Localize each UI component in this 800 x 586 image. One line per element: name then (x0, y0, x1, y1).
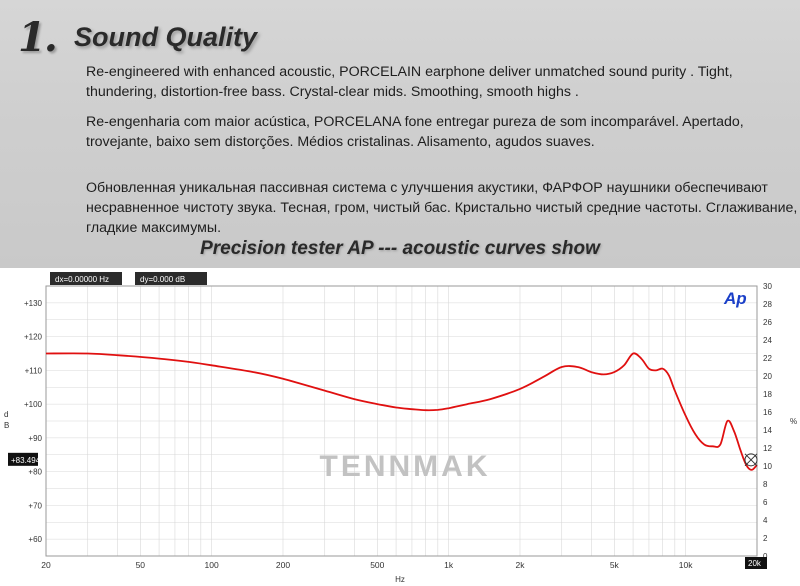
y-tick-label: +90 (28, 434, 42, 443)
y-tick-label: +110 (25, 366, 43, 375)
plot-frame (45, 285, 758, 557)
cursor-y-readout: +83.494 (8, 452, 41, 466)
description-portuguese: Re-engenharia com maior acústica, PORCEL… (86, 114, 744, 150)
y-tick-label: +70 (28, 501, 42, 510)
section-number: 1. (18, 14, 58, 61)
y2-tick-label: 6 (763, 498, 768, 507)
x-tick-label: 2k (516, 560, 526, 570)
x-axis-label: Hz (395, 575, 405, 584)
cursor-x-readout: 20k (745, 557, 767, 569)
y-tick-label: +100 (24, 400, 43, 409)
y2-tick-label: 2 (763, 534, 768, 543)
y2-tick-label: 4 (763, 516, 768, 525)
y2-tick-label: 12 (763, 444, 772, 453)
watermark-text: TENNMAK (320, 450, 491, 483)
x-tick-label: 500 (370, 560, 384, 570)
description-english: Re-engineered with enhanced acoustic, PO… (86, 64, 733, 100)
y2-tick-label: 0 (763, 552, 768, 561)
x-tick-label: 50 (136, 560, 146, 570)
frequency-response-line (45, 352, 758, 471)
series-group (45, 352, 758, 471)
y-tick-label: +120 (24, 333, 43, 342)
y-tick-label: +130 (24, 299, 43, 308)
y-tick-label: +60 (28, 535, 42, 544)
dy-readout: dy=0.000 dB (135, 272, 207, 285)
y-tick-label: +80 (28, 468, 42, 477)
frequency-response-chart: 20501002005001k2k5k10k20k +60+70+80+90+1… (0, 268, 800, 586)
header-panel: 1. Sound Quality Re-engineered with enha… (0, 0, 800, 268)
cursor-y-readout-text: +83.494 (11, 456, 41, 465)
y2-tick-label: 18 (763, 390, 772, 399)
dx-readout: dx=0.00000 Hz (50, 272, 122, 285)
x-tick-label: 100 (205, 560, 219, 570)
grid-lines (45, 285, 758, 557)
cursor-x-readout-text: 20k (748, 559, 762, 568)
x-tick-label: 10k (679, 560, 693, 570)
y-axis-label-part: B (4, 421, 9, 430)
y2-tick-label: 24 (763, 336, 772, 345)
x-tick-label: 20 (41, 560, 51, 570)
cursor-circle (744, 453, 758, 467)
section-title: Sound Quality (74, 22, 258, 52)
y2-tick-label: 26 (763, 318, 772, 327)
chart-caption: Precision tester AP --- acoustic curves … (200, 238, 600, 259)
y2-axis-label: % (790, 417, 797, 426)
y-axis-ticks: +60 +70 +80 +90 +100 +110 +120 +130 (24, 299, 43, 544)
cursor-cross (744, 453, 758, 467)
y2-tick-label: 28 (763, 300, 772, 309)
ap-brand-logo: Ap (723, 289, 747, 308)
x-tick-label: 200 (276, 560, 290, 570)
y2-tick-label: 10 (763, 462, 772, 471)
y2-tick-label: 30 (763, 282, 772, 291)
dx-readout-text: dx=0.00000 Hz (55, 275, 109, 284)
y2-tick-label: 22 (763, 354, 772, 363)
x-tick-label: 1k (444, 560, 454, 570)
y2-tick-label: 20 (763, 372, 772, 381)
cursor-marker (744, 453, 758, 467)
y-axis-label-part: d (4, 410, 8, 419)
description-russian: Обновленная уникальная пассивная система… (86, 180, 798, 236)
y2-tick-label: 8 (763, 480, 768, 489)
x-tick-label: 5k (610, 560, 620, 570)
y2-tick-label: 14 (763, 426, 772, 435)
y2-tick-label: 16 (763, 408, 772, 417)
dy-readout-text: dy=0.000 dB (140, 275, 185, 284)
